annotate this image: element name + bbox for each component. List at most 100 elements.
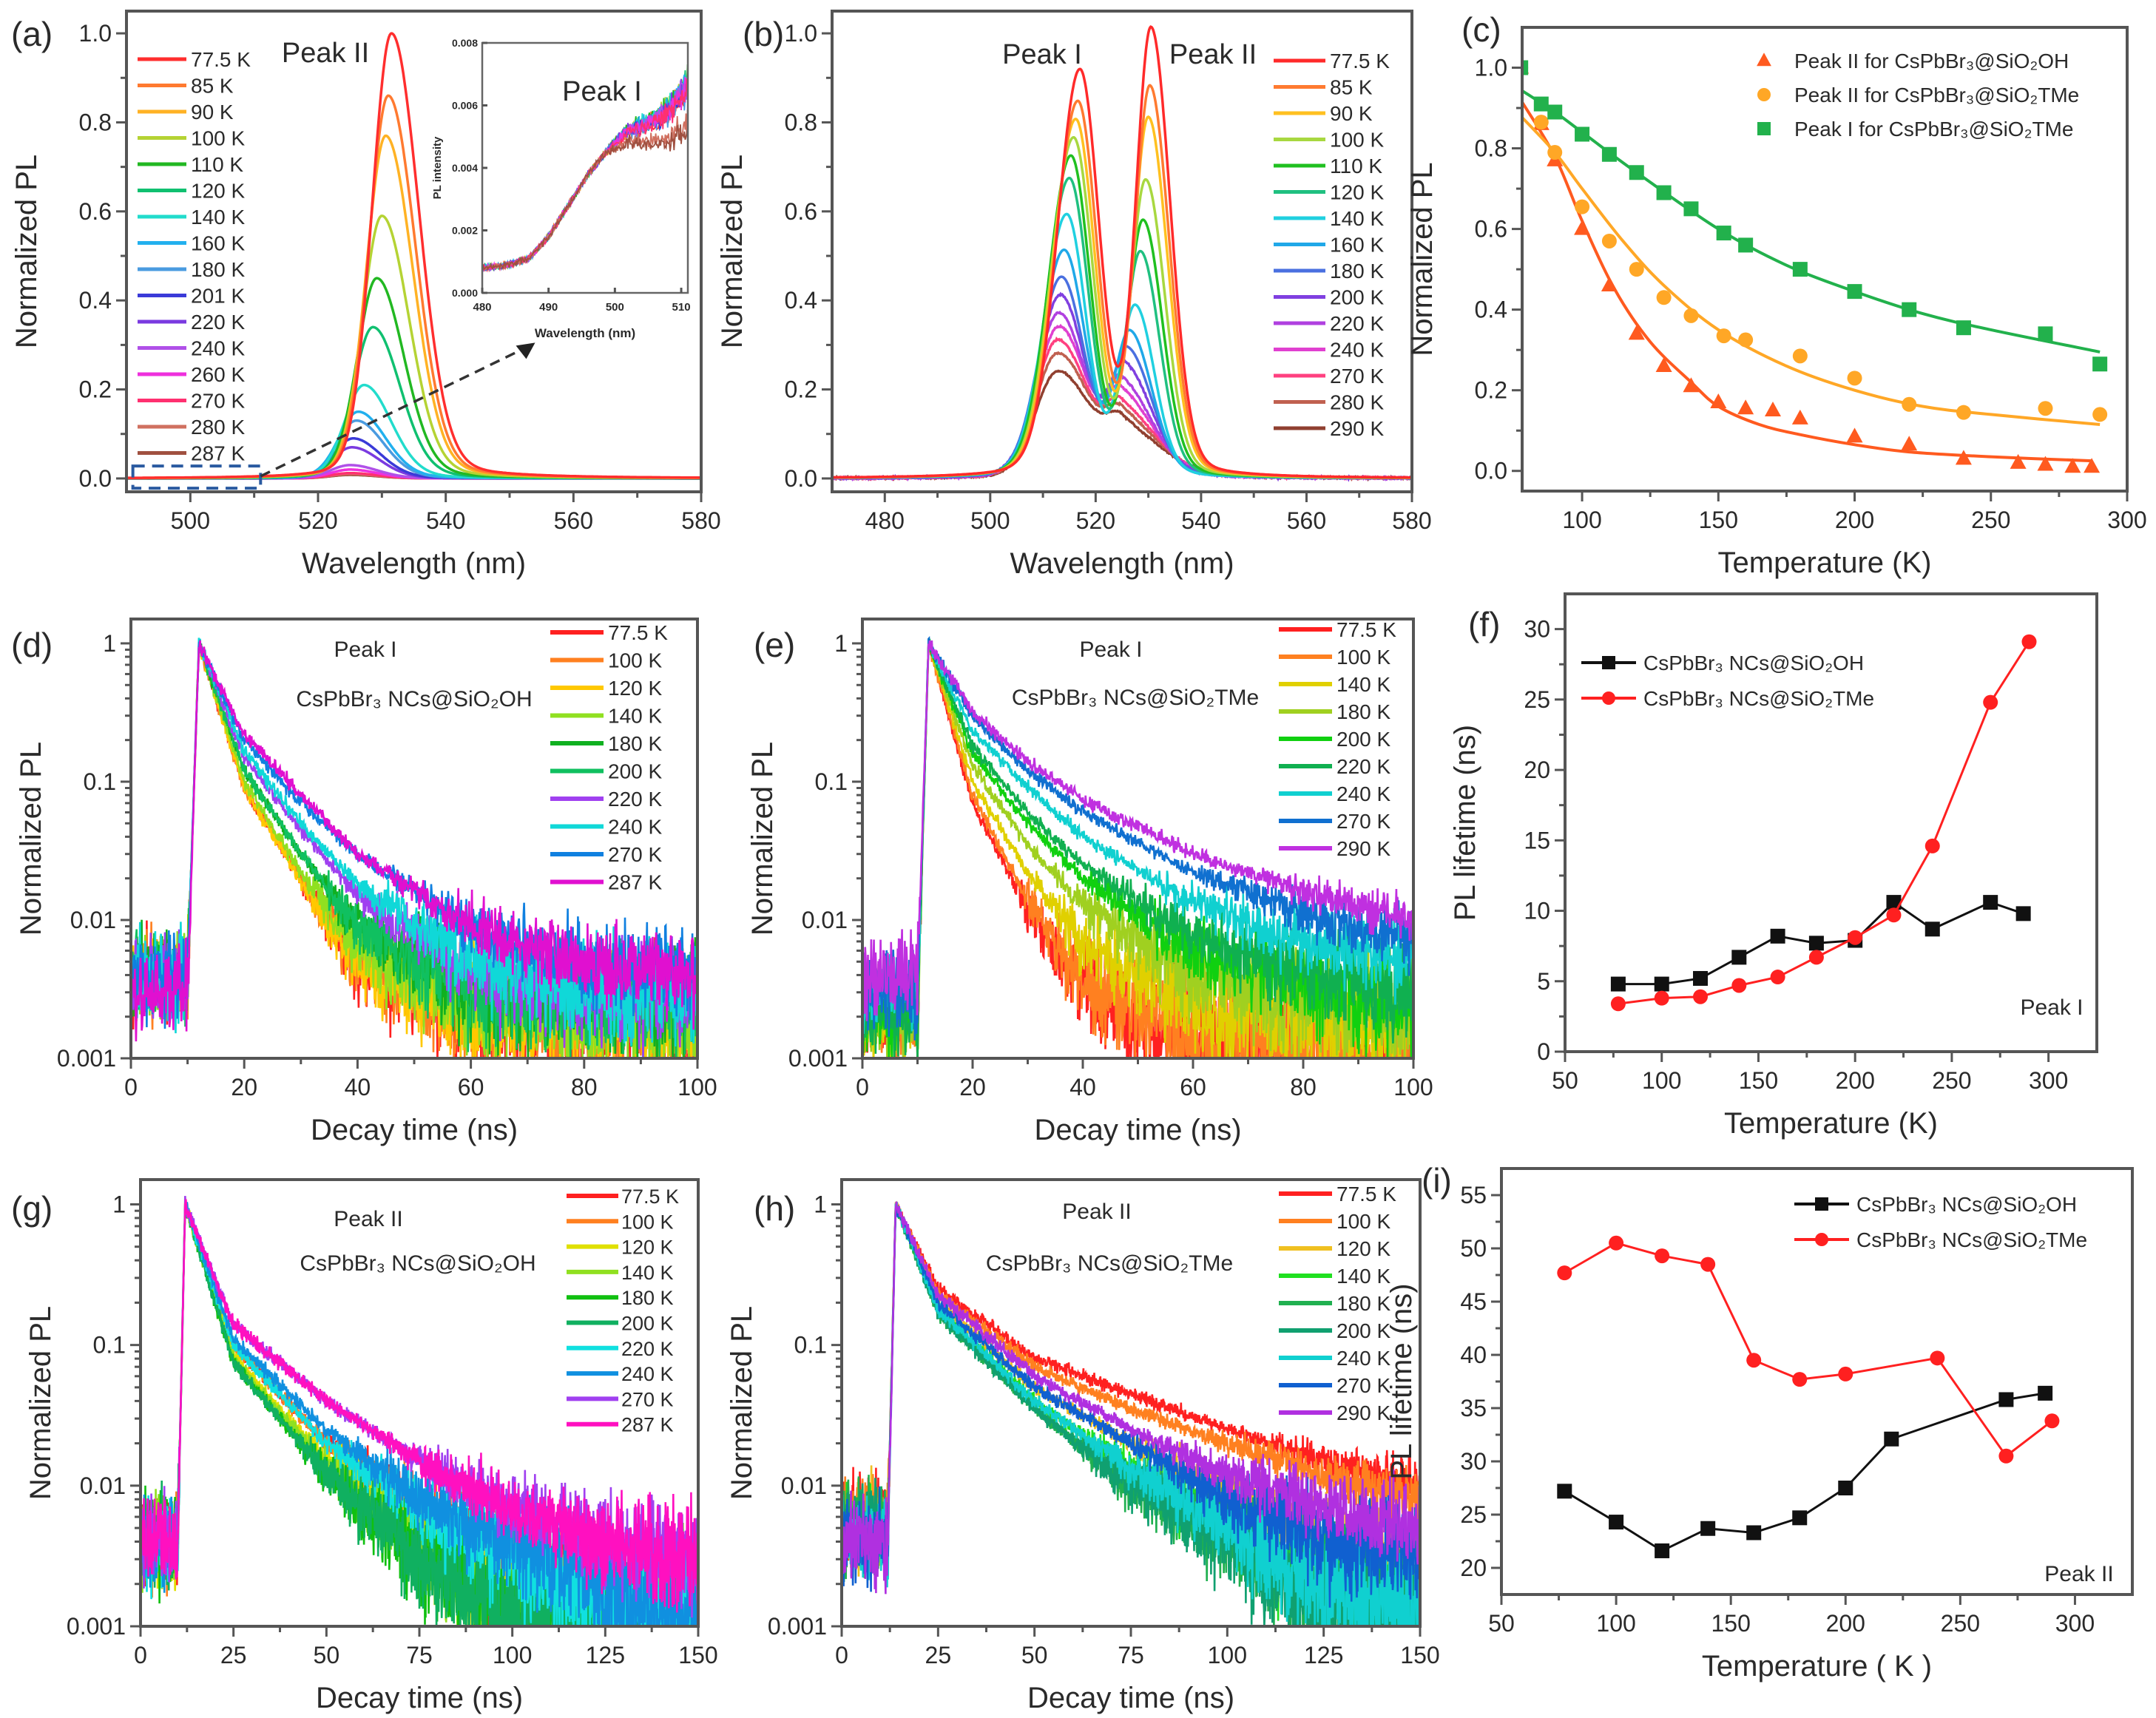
data-point-circle [1930,1350,1945,1366]
data-point-square [1693,970,1709,986]
series-line [842,1202,1420,1626]
data-point-square [1815,1197,1828,1211]
legend: 77.5 K 100 K 120 K 140 K 180 K 200 K 220 K 240 … [550,621,668,894]
data-point-square [1533,96,1549,112]
y-tick-label: 0.1 [93,1332,126,1359]
legend-item: 120 K [567,1237,674,1259]
x-tick-label: 75 [1118,1642,1144,1668]
data-point-triangle [1628,325,1645,340]
legend-label: Peak II for CsPbBr₃@SiO₂TMe [1794,84,2079,106]
x-tick-label: 300 [2029,1067,2068,1094]
x-tick-label: 40 [345,1074,371,1100]
data-point-circle [2044,1413,2060,1429]
y-tick-label: 50 [1460,1235,1487,1262]
legend-label: Peak I for CsPbBr₃@SiO₂TMe [1794,118,2073,141]
y-tick-label: 1 [834,630,848,657]
legend-item: CsPbBr₃ NCs@SiO₂TMe [1794,1228,2087,1251]
y-tick-label: 0.001 [788,1045,848,1072]
panel-e: 0 20 40 60 80 100 0.001 0.01 0.1 1 Decay time (ns)… [746,618,1433,1146]
x-tick-label: 200 [1835,507,1874,533]
data-point-circle [1848,930,1863,945]
y-tick-label: 0.4 [785,287,817,314]
x-tick-label: 520 [298,507,337,534]
y-tick-label: 30 [1524,616,1550,643]
panel-i: 50 100 150 200 250 300 20 25 30 35 40 45 50 55 Tempera… [1385,1161,2134,1683]
data-point-square [1716,226,1731,241]
legend-item: 290 K [1274,417,1384,440]
y-axis-label: Normalized PL [24,1306,57,1500]
x-tick-label: 50 [1021,1642,1048,1668]
y-tick-label: 0.8 [785,109,817,135]
x-tick-label: 60 [1180,1074,1206,1100]
legend-label: CsPbBr₃ NCs@SiO₂OH [1856,1193,2077,1216]
y-tick-label: 1.0 [79,20,112,47]
series-line [131,640,697,1042]
panel-f: 50 100 150 200 250 300 0 5 10 15 20 25 30 Temperature… [1449,592,2098,1140]
legend-label: 160 K [1330,234,1384,257]
legend-label: 200 K [608,760,662,783]
y-tick-label: 0.1 [815,768,848,795]
legend-label: 200 K [1336,1319,1390,1342]
x-tick-label: 20 [959,1074,986,1100]
series-line [141,1199,698,1613]
legend-item: 180 K [567,1287,674,1309]
legend-label: 200 K [621,1313,674,1335]
plot-area [1557,1235,2060,1558]
x-tick-label: 150 [1699,507,1738,533]
legend-label: 100 K [608,649,662,672]
panel-h: 0 25 50 75 100 125 150 0.001 0.01 0.1 1 Decay time … [726,1178,1440,1714]
x-tick-label: 50 [314,1642,340,1668]
x-tick-label: 300 [2055,1610,2095,1637]
data-point-circle [1654,990,1669,1006]
y-tick-label: 0.01 [70,907,116,933]
legend-label: 140 K [621,1262,674,1284]
x-tick-label: 500 [970,507,1010,534]
legend: 77.5 K 100 K 120 K 140 K 180 K 200 K 220 K 240 … [567,1186,679,1436]
legend-item: 77.5 K [138,48,251,71]
data-point-triangle [1955,450,1972,465]
inset-annotation: Peak I [562,76,642,107]
data-point-triangle [1737,399,1754,415]
data-point-square [1886,895,1902,910]
legend-item: 100 K [1274,129,1384,152]
y-tick-label: 0.2 [1475,377,1507,404]
legend-label: 120 K [1336,1237,1390,1260]
data-point-triangle [1683,377,1700,393]
legend-label: 240 K [1336,782,1390,805]
y-axis-label: PL lifetime (ns) [1449,725,1481,921]
data-point-circle [1610,996,1626,1012]
annotation: Peak I [1002,39,1082,70]
legend-item: 240 K [567,1363,674,1385]
legend-label: 100 K [191,127,245,150]
plot-frame [129,618,699,1060]
legend-item: 120 K [1279,1237,1390,1260]
data-point-square [1609,1515,1624,1530]
legend-label: 180 K [1336,700,1390,723]
y-tick-label: 0.1 [794,1332,827,1359]
data-point-triangle [2084,458,2101,473]
x-tick-label: 300 [2107,507,2146,533]
panel-label: (h) [754,1189,795,1228]
legend-label: 270 K [621,1388,674,1410]
y-tick-label: 0.001 [57,1045,116,1072]
legend-item: 201 K [138,285,245,308]
y-tick-label: 25 [1460,1501,1487,1528]
data-point-triangle [1601,276,1618,291]
legend-label: 200 K [1336,728,1390,751]
data-point-circle [1601,233,1617,248]
data-point-triangle [1655,356,1672,372]
legend-label: 220 K [191,311,245,334]
x-axis-label: Temperature (K) [1718,547,1932,579]
y-tick-label: 35 [1460,1395,1487,1421]
data-point-triangle [2064,458,2081,473]
legend-label: 220 K [1336,755,1390,778]
data-point-circle [1731,978,1747,993]
data-point-square [1956,320,1971,336]
legend-item: 240 K [138,337,245,360]
data-point-circle [1683,308,1699,323]
x-axis-label: Temperature (K) [1724,1107,1938,1140]
annotation: CsPbBr₃ NCs@SiO₂OH [296,687,532,711]
legend-item: 140 K [1274,207,1384,230]
plot-frame [125,10,703,493]
y-axis-label: Normalized PL [726,1306,758,1500]
